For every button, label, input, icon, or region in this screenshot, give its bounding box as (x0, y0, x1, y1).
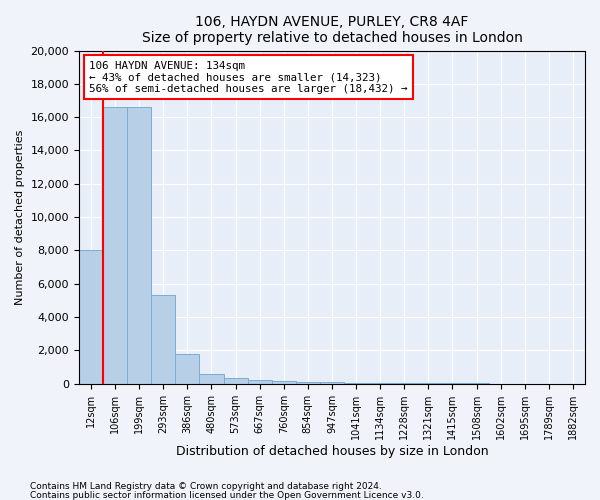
Bar (199, 374, 224, 384)
X-axis label: Distribution of detached houses by size in London: Distribution of detached houses by size … (176, 444, 488, 458)
Bar (344, 382, 368, 384)
Bar (79, 250, 103, 384)
Text: Contains HM Land Registry data © Crown copyright and database right 2024.: Contains HM Land Registry data © Crown c… (30, 482, 382, 491)
Bar (224, 378, 248, 384)
Y-axis label: Number of detached properties: Number of detached properties (15, 130, 25, 305)
Bar (151, 296, 175, 384)
Bar (368, 383, 392, 384)
Bar (248, 380, 272, 384)
Bar (392, 383, 416, 384)
Text: Contains public sector information licensed under the Open Government Licence v3: Contains public sector information licen… (30, 490, 424, 500)
Bar (272, 381, 296, 384)
Title: 106, HAYDN AVENUE, PURLEY, CR8 4AF
Size of property relative to detached houses : 106, HAYDN AVENUE, PURLEY, CR8 4AF Size … (142, 15, 523, 45)
Bar (127, 107, 151, 384)
Bar (320, 382, 344, 384)
Bar (296, 382, 320, 384)
Text: 106 HAYDN AVENUE: 134sqm
← 43% of detached houses are smaller (14,323)
56% of se: 106 HAYDN AVENUE: 134sqm ← 43% of detach… (89, 60, 407, 94)
Bar (103, 107, 127, 384)
Bar (175, 354, 199, 384)
